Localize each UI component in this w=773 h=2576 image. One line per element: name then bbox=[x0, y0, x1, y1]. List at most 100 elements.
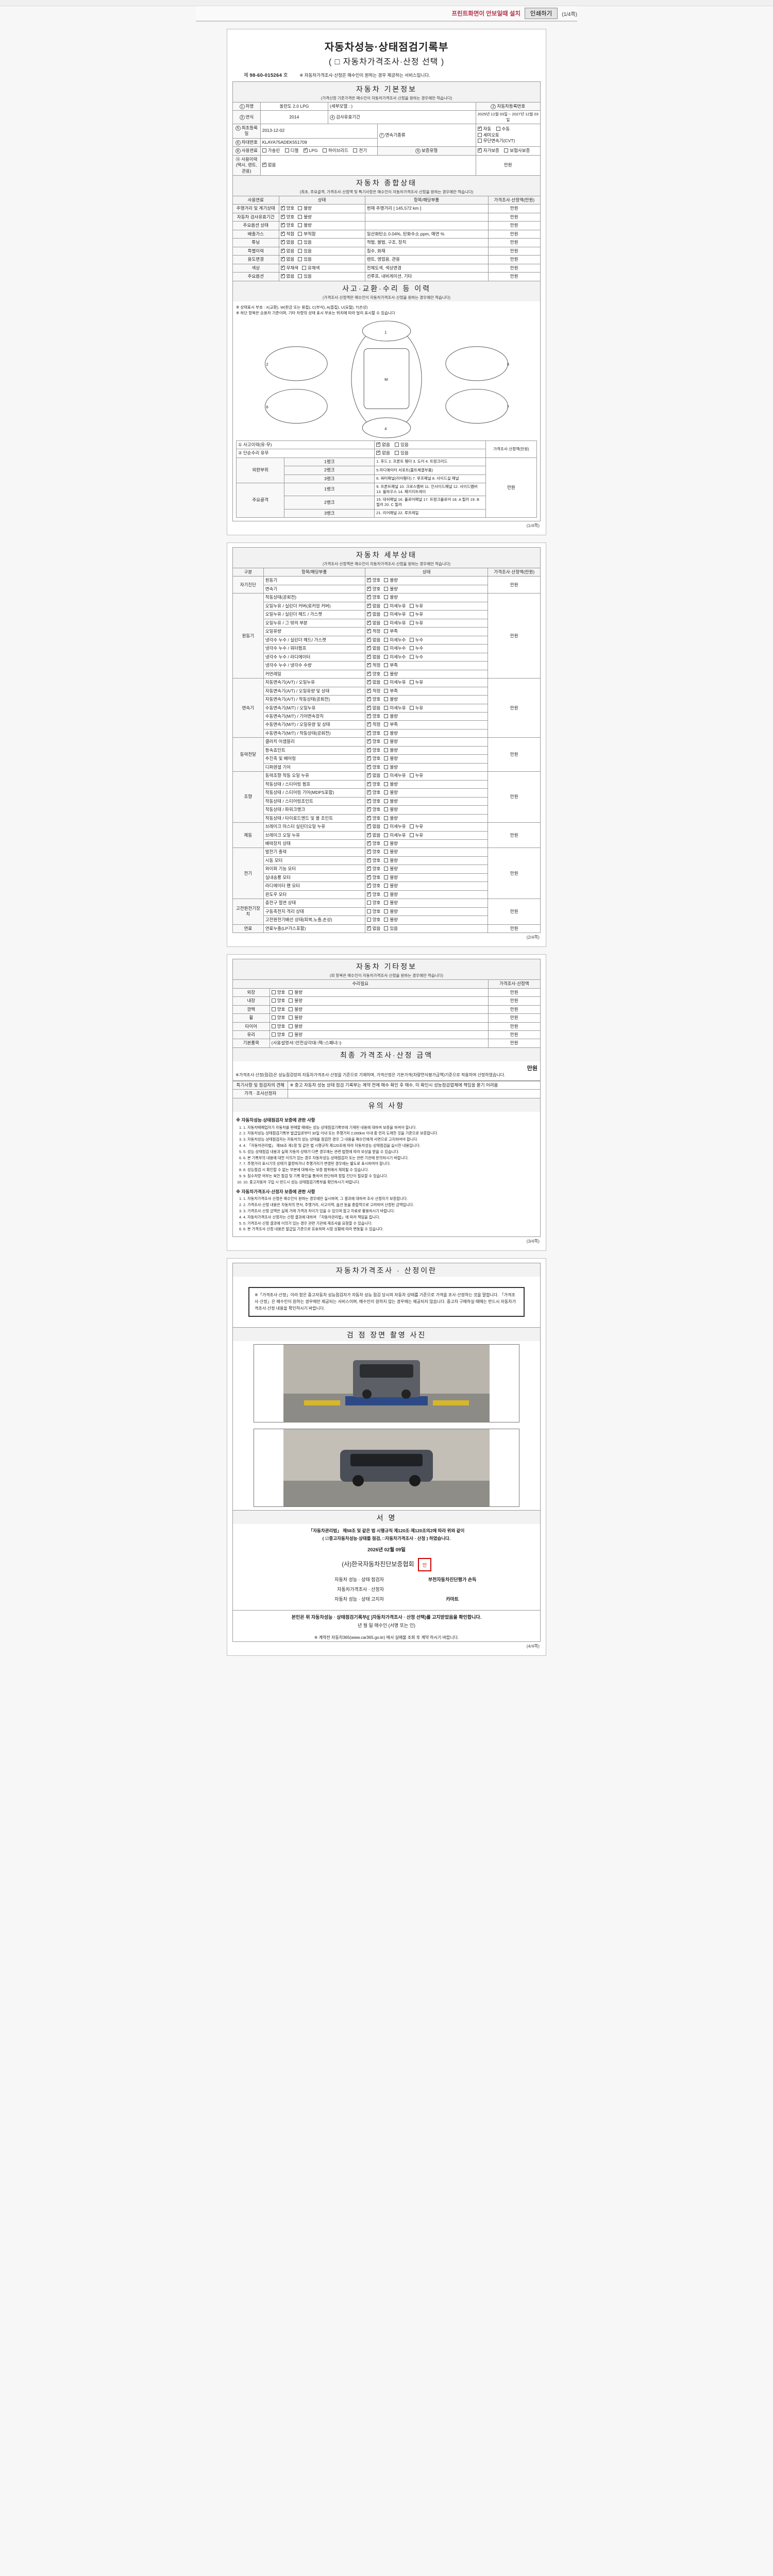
checkbox-icon[interactable] bbox=[366, 670, 371, 676]
option-detail-0[interactable]: 양호 bbox=[366, 764, 380, 770]
checkbox-icon[interactable] bbox=[280, 239, 285, 245]
checkbox-icon[interactable] bbox=[376, 449, 381, 455]
option-detail-0[interactable]: 양호 bbox=[366, 585, 380, 592]
checkbox-icon[interactable] bbox=[366, 628, 371, 634]
option-accident-yes[interactable]: 있음 bbox=[395, 442, 409, 448]
option-detail-1[interactable]: 불량 bbox=[384, 841, 398, 846]
option-etc-0[interactable]: 양호 bbox=[271, 998, 285, 1004]
checkbox-icon[interactable] bbox=[289, 1015, 293, 1020]
option-detail-1[interactable]: 불량 bbox=[384, 586, 398, 592]
checkbox-icon[interactable] bbox=[384, 756, 389, 761]
checkbox-icon[interactable] bbox=[271, 1007, 276, 1011]
checkbox-icon[interactable] bbox=[302, 265, 307, 270]
option-detail-1[interactable]: 미세누유 bbox=[384, 603, 406, 609]
option-overall-1[interactable]: 불량 bbox=[298, 223, 312, 228]
checkbox-icon[interactable] bbox=[384, 637, 389, 642]
option-etc-1[interactable]: 불량 bbox=[289, 998, 303, 1004]
option-detail-0[interactable]: 없음 bbox=[366, 645, 380, 651]
checkbox-icon[interactable] bbox=[384, 824, 389, 829]
checkbox-icon[interactable] bbox=[477, 125, 482, 131]
option-etc-0[interactable]: 양호 bbox=[271, 1007, 285, 1012]
checkbox-icon[interactable] bbox=[366, 901, 371, 905]
checkbox-icon[interactable] bbox=[496, 127, 500, 131]
option-detail-0[interactable]: 없음 bbox=[366, 636, 380, 643]
checkbox-icon[interactable] bbox=[384, 697, 389, 702]
checkbox-icon[interactable] bbox=[384, 884, 389, 888]
checkbox-icon[interactable] bbox=[322, 148, 327, 153]
checkbox-icon[interactable] bbox=[366, 755, 371, 761]
option-transmission-semi[interactable]: 세미오토 bbox=[477, 132, 499, 138]
option-detail-2[interactable]: 누유 bbox=[409, 620, 423, 626]
option-fuel-electric[interactable]: 전기 bbox=[353, 148, 367, 154]
checkbox-icon[interactable] bbox=[303, 147, 308, 153]
option-detail-2[interactable]: 누수 bbox=[409, 654, 423, 660]
option-fuel-lpg[interactable]: LPG bbox=[303, 147, 318, 154]
option-detail-1[interactable]: 불량 bbox=[384, 748, 398, 753]
checkbox-icon[interactable] bbox=[384, 773, 389, 778]
option-detail-1[interactable]: 불량 bbox=[384, 883, 398, 889]
option-detail-1[interactable]: 불량 bbox=[384, 756, 398, 761]
option-warranty-insurance[interactable]: 보험사보증 bbox=[504, 148, 530, 154]
checkbox-icon[interactable] bbox=[384, 629, 389, 634]
checkbox-icon[interactable] bbox=[366, 865, 371, 871]
checkbox-icon[interactable] bbox=[280, 256, 285, 262]
checkbox-icon[interactable] bbox=[366, 653, 371, 659]
option-detail-0[interactable]: 양호 bbox=[366, 747, 380, 753]
option-overall-1[interactable]: 있음 bbox=[298, 240, 312, 245]
checkbox-icon[interactable] bbox=[366, 764, 371, 769]
option-simple-yes[interactable]: 있음 bbox=[395, 450, 409, 456]
checkbox-icon[interactable] bbox=[384, 578, 389, 583]
option-detail-1[interactable]: 불량 bbox=[384, 697, 398, 702]
checkbox-icon[interactable] bbox=[366, 857, 371, 862]
checkbox-icon[interactable] bbox=[384, 799, 389, 803]
checkbox-icon[interactable] bbox=[366, 798, 371, 803]
checkbox-icon[interactable] bbox=[366, 619, 371, 625]
option-overall-0[interactable]: 양호 bbox=[280, 222, 294, 228]
checkbox-icon[interactable] bbox=[384, 586, 389, 591]
option-detail-1[interactable]: 불량 bbox=[384, 578, 398, 583]
checkbox-icon[interactable] bbox=[366, 645, 371, 651]
option-detail-0[interactable]: 양호 bbox=[366, 670, 380, 677]
option-detail-0[interactable]: 양호 bbox=[366, 798, 380, 804]
checkbox-icon[interactable] bbox=[271, 998, 276, 1003]
option-etc-1[interactable]: 불량 bbox=[289, 1032, 303, 1038]
option-etc-0[interactable]: 양호 bbox=[271, 1024, 285, 1029]
checkbox-icon[interactable] bbox=[384, 850, 389, 854]
checkbox-icon[interactable] bbox=[280, 230, 285, 236]
option-detail-0[interactable]: 양호 bbox=[366, 917, 380, 923]
option-detail-0[interactable]: 없음 bbox=[366, 653, 380, 660]
option-detail-1[interactable]: 미세누유 bbox=[384, 612, 406, 617]
checkbox-icon[interactable] bbox=[384, 612, 389, 617]
checkbox-icon[interactable] bbox=[280, 273, 285, 279]
option-etc-1[interactable]: 불량 bbox=[289, 990, 303, 995]
checkbox-icon[interactable] bbox=[384, 892, 389, 896]
option-detail-0[interactable]: 적정 bbox=[366, 721, 380, 727]
checkbox-icon[interactable] bbox=[384, 841, 389, 845]
option-detail-2[interactable]: 누유 bbox=[409, 680, 423, 685]
checkbox-icon[interactable] bbox=[366, 925, 371, 930]
checkbox-icon[interactable] bbox=[384, 858, 389, 862]
option-overall-1[interactable]: 있음 bbox=[298, 274, 312, 279]
checkbox-icon[interactable] bbox=[384, 620, 389, 625]
checkbox-icon[interactable] bbox=[366, 832, 371, 837]
option-transmission-auto[interactable]: 자동 bbox=[477, 125, 491, 132]
checkbox-icon[interactable] bbox=[395, 442, 399, 447]
checkbox-icon[interactable] bbox=[366, 585, 371, 591]
checkbox-icon[interactable] bbox=[409, 833, 414, 837]
checkbox-icon[interactable] bbox=[366, 577, 371, 583]
checkbox-icon[interactable] bbox=[366, 789, 371, 795]
checkbox-icon[interactable] bbox=[366, 918, 371, 922]
checkbox-icon[interactable] bbox=[289, 998, 293, 1003]
checkbox-icon[interactable] bbox=[384, 807, 389, 812]
option-detail-1[interactable]: 불량 bbox=[384, 816, 398, 821]
option-etc-1[interactable]: 불량 bbox=[289, 1007, 303, 1012]
option-detail-1[interactable]: 미세누유 bbox=[384, 620, 406, 626]
option-detail-1[interactable]: 불량 bbox=[384, 892, 398, 897]
option-detail-0[interactable]: 양호 bbox=[366, 882, 380, 889]
checkbox-icon[interactable] bbox=[289, 990, 293, 994]
option-detail-1[interactable]: 미세누유 bbox=[384, 833, 406, 838]
checkbox-icon[interactable] bbox=[384, 705, 389, 710]
checkbox-icon[interactable] bbox=[298, 274, 303, 279]
checkbox-icon[interactable] bbox=[395, 451, 399, 455]
checkbox-icon[interactable] bbox=[384, 671, 389, 676]
